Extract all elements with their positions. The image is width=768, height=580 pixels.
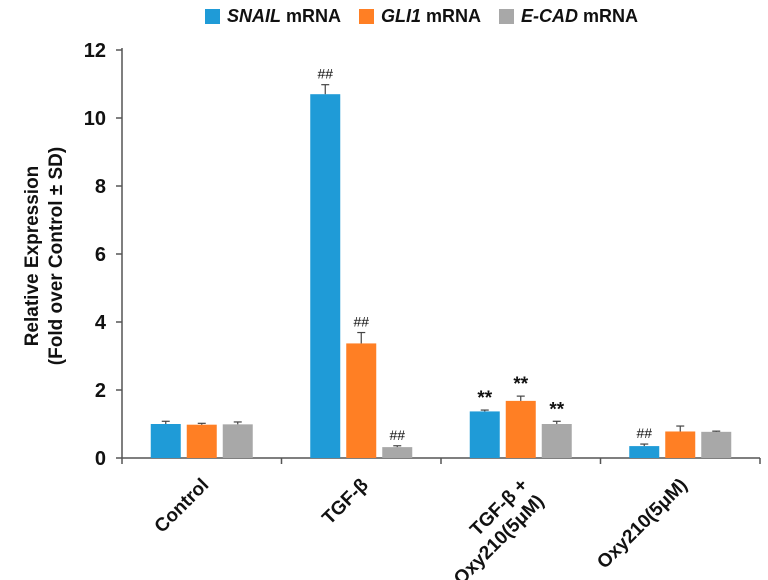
legend-gene-gli1: GLI1: [381, 6, 422, 26]
x-tick-label: Control: [151, 475, 214, 538]
bar: [310, 94, 341, 458]
significance-label: ##: [389, 427, 405, 443]
bar: [701, 431, 732, 458]
legend-item-gli1: GLI1 mRNA: [359, 6, 481, 27]
bar: [346, 343, 377, 458]
legend-suffix-gli1: mRNA: [421, 6, 482, 26]
legend-item-snail: SNAIL mRNA: [205, 6, 341, 27]
bar: [505, 400, 536, 458]
legend-swatch-gli1: [359, 9, 375, 24]
y-tick-label: 6: [95, 244, 106, 266]
bar: [629, 446, 660, 458]
x-tick-label: TGF-β: [318, 475, 372, 529]
legend-suffix-snail: mRNA: [281, 6, 342, 26]
bar: [382, 447, 413, 458]
y-tick-label: 4: [95, 312, 107, 334]
significance-label: ##: [317, 66, 333, 82]
y-axis-label-line: (Fold over Control ± SD): [46, 147, 67, 365]
y-tick-label: 8: [95, 176, 106, 198]
significance-label: ##: [636, 425, 652, 441]
significance-label: **: [549, 399, 564, 420]
x-tick-label-line: Oxy210(5μM): [593, 475, 691, 573]
y-tick-label: 10: [84, 108, 106, 130]
y-tick-label: 12: [84, 40, 106, 62]
significance-label: **: [513, 374, 528, 395]
x-tick-label: Oxy210(5μM): [593, 475, 691, 573]
legend-suffix-ecad: mRNA: [578, 6, 639, 26]
legend-swatch-ecad: [499, 9, 515, 24]
legend-swatch-snail: [205, 9, 220, 24]
bar: [150, 424, 181, 458]
legend-gene-snail: SNAIL: [227, 6, 281, 26]
significance-label: ##: [353, 314, 369, 330]
bar: [186, 424, 217, 458]
y-axis-label: Relative Expression (Fold over Control ± …: [22, 147, 67, 365]
x-tick-label-line: Control: [151, 475, 214, 538]
bar: [541, 424, 572, 458]
y-tick-label: 2: [95, 380, 106, 402]
bar: [665, 431, 696, 458]
bar: [469, 411, 500, 458]
bar: [222, 424, 253, 458]
legend-gene-ecad: E-CAD: [521, 6, 579, 26]
significance-label: **: [477, 388, 492, 409]
y-axis-label-line: Relative Expression: [22, 166, 43, 347]
chart-legend: SNAIL mRNA GLI1 mRNA E-CAD mRNA: [205, 6, 656, 27]
x-tick-label: TGF-β +Oxy210(5μM): [434, 475, 549, 580]
y-tick-label: 0: [95, 448, 106, 470]
x-tick-label-line: TGF-β: [318, 475, 372, 529]
legend-item-ecad: E-CAD mRNA: [499, 6, 638, 27]
